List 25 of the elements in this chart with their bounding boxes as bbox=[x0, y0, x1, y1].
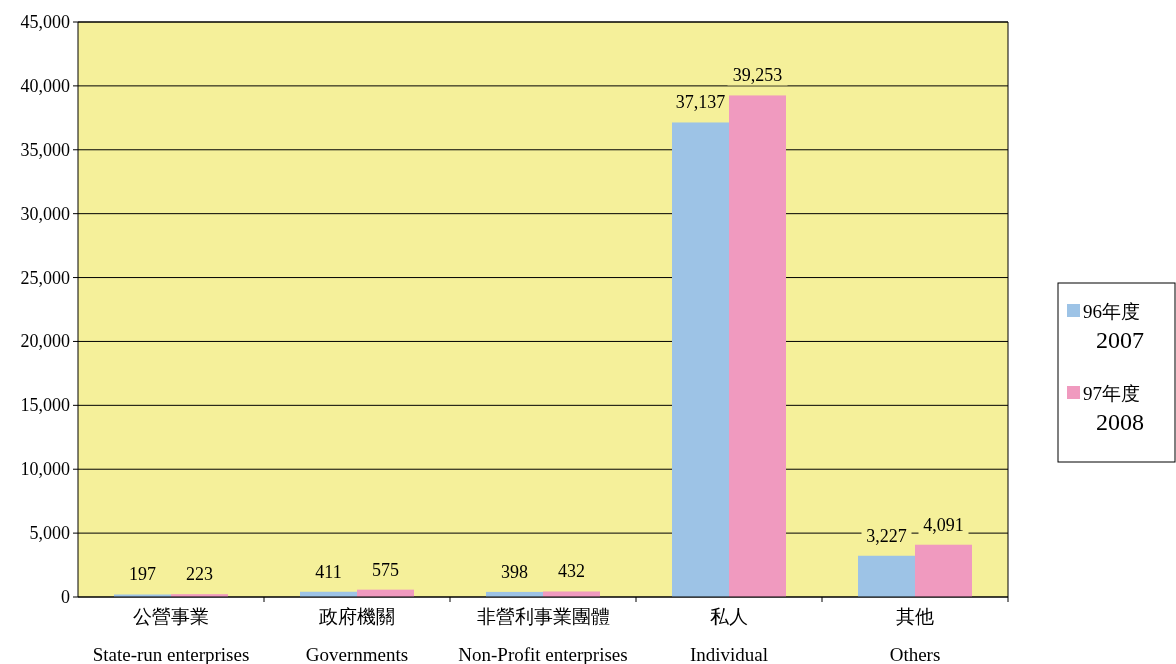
data-label: 432 bbox=[558, 561, 585, 582]
y-tick-label: 25,000 bbox=[20, 267, 70, 288]
data-label: 3,227 bbox=[866, 525, 907, 546]
y-tick-label: 45,000 bbox=[20, 12, 70, 32]
data-label: 39,253 bbox=[732, 65, 783, 86]
data-label: 411 bbox=[315, 561, 342, 582]
data-label: 575 bbox=[372, 559, 399, 580]
data-label: 197 bbox=[129, 564, 156, 585]
y-tick-label: 35,000 bbox=[20, 139, 70, 160]
y-tick-label: 5,000 bbox=[29, 523, 70, 544]
legend-label: 96年度 2007 bbox=[1083, 301, 1144, 353]
data-label: 398 bbox=[501, 561, 528, 582]
y-tick-label: 30,000 bbox=[20, 203, 70, 224]
y-tick-label: 0 bbox=[61, 587, 70, 607]
x-tick-label: 政府機關 Governments bbox=[305, 606, 409, 664]
y-tick-label: 15,000 bbox=[20, 395, 70, 416]
data-label: 37,137 bbox=[675, 92, 726, 113]
data-label: 4,091 bbox=[923, 514, 964, 535]
legend-label: 97年度 2008 bbox=[1083, 383, 1144, 435]
x-tick-label: 其他 Others bbox=[889, 606, 941, 664]
data-label: 223 bbox=[186, 564, 213, 585]
y-tick-label: 20,000 bbox=[20, 331, 70, 352]
y-tick-label: 10,000 bbox=[20, 459, 70, 480]
x-tick-label: 私人 Individual bbox=[689, 606, 769, 664]
y-tick-label: 40,000 bbox=[20, 75, 70, 96]
